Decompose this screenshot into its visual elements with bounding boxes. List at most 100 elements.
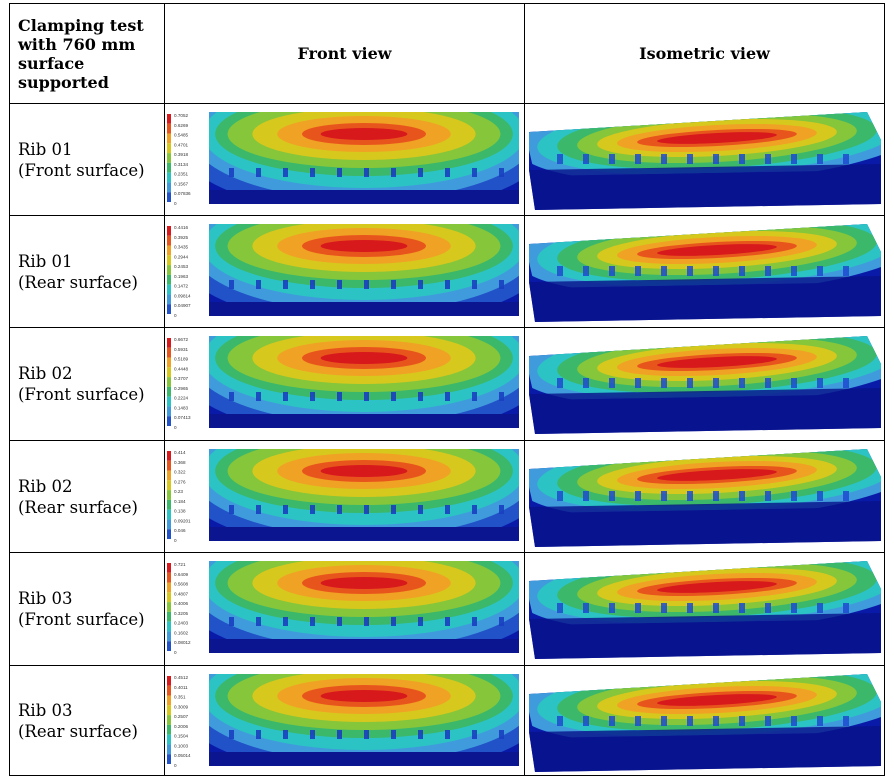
legend-value: 0.3918	[174, 152, 188, 157]
table-row: Rib 03 (Front surface) 0.721 0.6409 0.5608 0.…	[9, 552, 885, 666]
isometric-view-contour-plot	[529, 449, 881, 547]
legend-value: 0	[174, 425, 177, 430]
legend-value: 0	[174, 538, 177, 543]
front-view-contour-plot: 0.6672 0.5931 0.5189 0.4448 0.3707 0.2965 0.22…	[167, 336, 519, 430]
legend-value: 0.4512	[174, 675, 188, 680]
table-row: Rib 01 (Rear surface) 0.4416 0.3925 0.3435 0.…	[9, 215, 885, 328]
legend-value: 0.5931	[174, 347, 188, 352]
legend-value: 0.4448	[174, 366, 188, 371]
legend-value: 0.3707	[174, 376, 188, 381]
legend-value: 0.2403	[174, 621, 188, 626]
legend-value: 0.6269	[174, 123, 188, 128]
isometric-view-cell	[524, 665, 885, 776]
legend-swatch	[167, 416, 171, 426]
legend-value: 0.3009	[174, 704, 188, 709]
rib-label: Rib 02	[18, 476, 73, 496]
isometric-view-contour-plot	[529, 336, 881, 434]
legend-swatch	[167, 284, 171, 295]
legend-value: 0.6409	[174, 572, 188, 577]
legend-value: 0.7052	[174, 113, 188, 118]
legend-value: 0.5189	[174, 357, 188, 362]
isometric-body	[529, 561, 881, 659]
legend-swatch	[167, 274, 171, 285]
legend-swatch	[167, 226, 171, 236]
legend-value: 0.138	[174, 509, 186, 514]
legend-value: 0.2453	[174, 264, 188, 269]
legend: 0.7052 0.6269 0.5485 0.4701 0.3918 0.3134 0.23…	[167, 113, 191, 206]
surface-label: (Front surface)	[18, 160, 145, 180]
legend-value: 0.07413	[174, 415, 191, 420]
front-view-cell: 0.6672 0.5931 0.5189 0.4448 0.3707 0.2965 0.22…	[164, 327, 525, 441]
legend-swatch	[167, 611, 171, 622]
isometric-body	[529, 224, 881, 322]
rib-label: Rib 03	[18, 700, 73, 720]
legend-swatch	[167, 592, 171, 603]
legend-swatch	[167, 582, 171, 593]
legend-value: 0	[174, 650, 177, 655]
legend-value: 0.2965	[174, 386, 188, 391]
legend-value: 0.1602	[174, 630, 188, 635]
legend-value: 0.05014	[174, 753, 191, 758]
legend-value: 0.07836	[174, 191, 191, 196]
row-label: Rib 01 (Front surface)	[9, 103, 165, 216]
legend-swatch	[167, 451, 171, 461]
legend-swatch	[167, 685, 171, 696]
legend-swatch	[167, 470, 171, 481]
legend-value: 0.2507	[174, 714, 188, 719]
legend-value: 0.1963	[174, 274, 188, 279]
header-front-view: Front view	[164, 3, 525, 104]
isometric-view-contour-plot	[529, 112, 881, 210]
contour-body	[209, 561, 519, 653]
legend-swatch	[167, 529, 171, 539]
legend-value: 0.4011	[174, 685, 188, 690]
front-view-contour-plot: 0.4416 0.3925 0.3435 0.2944 0.2453 0.1963 0.14…	[167, 224, 519, 318]
legend-value: 0.184	[174, 499, 186, 504]
legend-value: 0	[174, 313, 177, 318]
legend-swatch	[167, 172, 171, 183]
contour-body	[209, 674, 519, 766]
surface-label: (Rear surface)	[18, 497, 138, 517]
legend-value: 0.3435	[174, 245, 188, 250]
contour-body	[209, 449, 519, 541]
surface-label: (Rear surface)	[18, 272, 138, 292]
legend-swatch	[167, 572, 171, 583]
legend-swatch	[167, 499, 171, 510]
front-view-contour-plot: 0.7052 0.6269 0.5485 0.4701 0.3918 0.3134 0.23…	[167, 112, 519, 206]
legend-value: 0.4006	[174, 601, 188, 606]
legend-swatch	[167, 133, 171, 144]
isometric-body	[529, 336, 881, 434]
legend-swatch	[167, 460, 171, 471]
legend-swatch	[167, 676, 171, 686]
legend-value: 0.1003	[174, 743, 188, 748]
legend-swatch	[167, 245, 171, 256]
legend: 0.4512 0.4011 0.351 0.3009 0.2507 0.2006 0.150…	[167, 675, 191, 768]
legend-value: 0.368	[174, 460, 186, 465]
legend-swatch	[167, 255, 171, 266]
legend: 0.4416 0.3925 0.3435 0.2944 0.2453 0.1963 0.14…	[167, 225, 191, 318]
header-row: Clamping test with 760 mm surface suppor…	[9, 3, 885, 104]
results-table: Clamping test with 760 mm surface suppor…	[9, 3, 885, 776]
front-view-contour-plot: 0.4512 0.4011 0.351 0.3009 0.2507 0.2006 0.150…	[167, 674, 519, 768]
legend-value: 0.04907	[174, 303, 191, 308]
contour-body	[209, 224, 519, 316]
legend-swatch	[167, 357, 171, 368]
isometric-view-contour-plot	[529, 561, 881, 659]
front-view-cell: 0.414 0.368 0.322 0.276 0.23 0.184 0.138 0.0920…	[164, 440, 525, 553]
row-label: Rib 01 (Rear surface)	[9, 215, 165, 328]
table-row: Rib 03 (Rear surface) 0.4512 0.4011 0.351 0.3…	[9, 665, 885, 776]
legend-swatch	[167, 182, 171, 193]
legend-swatch	[167, 235, 171, 246]
header-isometric-view: Isometric view	[524, 3, 885, 104]
legend-value: 0.1504	[174, 734, 188, 739]
isometric-view-cell	[524, 103, 885, 216]
row-label: Rib 03 (Front surface)	[9, 552, 165, 666]
legend-swatch	[167, 631, 171, 642]
isometric-view-cell	[524, 552, 885, 666]
rib-label: Rib 01	[18, 251, 73, 271]
isometric-body	[529, 112, 881, 210]
rib-label: Rib 01	[18, 139, 73, 159]
front-view-contour-plot: 0.414 0.368 0.322 0.276 0.23 0.184 0.138 0.0920…	[167, 449, 519, 543]
row-label: Rib 02 (Rear surface)	[9, 440, 165, 553]
legend-swatch	[167, 114, 171, 124]
legend-value: 0.23	[174, 489, 183, 494]
